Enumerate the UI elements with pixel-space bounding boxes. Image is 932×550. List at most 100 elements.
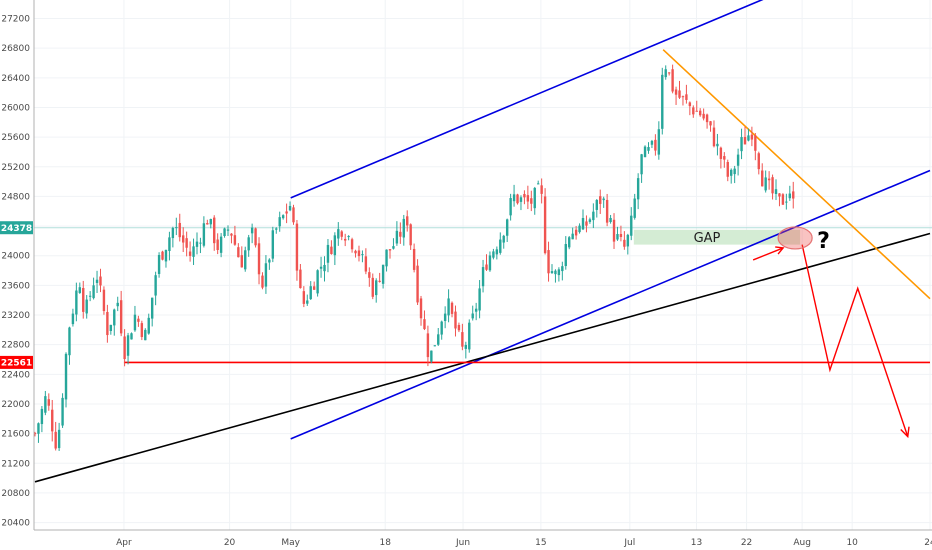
candle-body bbox=[240, 255, 243, 268]
price-badge-label: 24378 bbox=[1, 224, 32, 234]
y-tick-label: 21600 bbox=[1, 430, 30, 440]
candle-body bbox=[747, 135, 750, 141]
candle-body bbox=[550, 271, 554, 273]
candle-body bbox=[554, 270, 557, 275]
candle-body bbox=[523, 193, 526, 198]
candle-body bbox=[209, 219, 212, 225]
candle-body bbox=[371, 277, 374, 297]
candle-body bbox=[502, 235, 505, 243]
candle-body bbox=[161, 251, 164, 260]
candle-body bbox=[568, 237, 571, 248]
candle-body bbox=[195, 241, 199, 247]
candle-body bbox=[343, 238, 347, 241]
candle-body bbox=[757, 153, 760, 170]
question-mark: ? bbox=[817, 229, 830, 254]
candle-body bbox=[288, 205, 292, 211]
candle-body bbox=[547, 250, 550, 274]
candle-body bbox=[57, 429, 61, 449]
candle-body bbox=[137, 318, 140, 322]
candle-body bbox=[350, 239, 354, 250]
candle-body bbox=[464, 344, 468, 349]
candle-body bbox=[702, 113, 705, 119]
candle-body bbox=[564, 244, 567, 267]
candle-body bbox=[792, 191, 795, 199]
x-tick-label: Apr bbox=[116, 538, 132, 548]
candle-body bbox=[495, 249, 499, 255]
candle-body bbox=[99, 276, 102, 286]
candle-body bbox=[330, 246, 333, 255]
candle-body bbox=[168, 237, 171, 252]
candle-body bbox=[150, 297, 154, 319]
y-tick-label: 26800 bbox=[1, 44, 30, 54]
candle-body bbox=[785, 201, 788, 203]
candle-body bbox=[244, 250, 247, 270]
candle-body bbox=[543, 196, 547, 254]
candle-body bbox=[264, 263, 268, 287]
y-tick-label: 27200 bbox=[1, 15, 30, 25]
candle-body bbox=[774, 189, 778, 195]
candle-body bbox=[364, 256, 368, 272]
candle-body bbox=[271, 230, 275, 259]
candle-body bbox=[733, 168, 736, 175]
candle-body bbox=[44, 396, 47, 413]
candle-body bbox=[130, 333, 133, 340]
candle-body bbox=[505, 219, 509, 236]
candle-body bbox=[485, 264, 488, 270]
projection-arrowhead bbox=[900, 426, 910, 439]
candle-body bbox=[340, 231, 343, 237]
y-tick-label: 23200 bbox=[1, 311, 30, 321]
price-badge-label: 22561 bbox=[1, 359, 32, 369]
candle-body bbox=[250, 227, 254, 234]
candle-body bbox=[406, 216, 409, 226]
candle-body bbox=[623, 239, 626, 247]
candle-body bbox=[157, 255, 161, 274]
x-tick-label: 10 bbox=[846, 538, 858, 548]
y-tick-label: 22000 bbox=[1, 400, 30, 410]
y-tick-label: 26000 bbox=[1, 103, 30, 113]
candle-body bbox=[619, 233, 623, 238]
price-badge bbox=[0, 355, 33, 369]
candle-body bbox=[681, 96, 685, 98]
x-tick-label: 15 bbox=[535, 538, 546, 548]
candle-body bbox=[188, 251, 192, 256]
candle-body bbox=[730, 169, 733, 176]
candle-body bbox=[595, 200, 598, 210]
candle-body bbox=[144, 329, 147, 341]
candle-body bbox=[75, 290, 78, 315]
candle-body bbox=[37, 423, 40, 434]
candle-body bbox=[719, 147, 723, 159]
candle-body bbox=[450, 302, 454, 314]
candles-layer bbox=[33, 64, 795, 451]
candle-body bbox=[85, 299, 88, 314]
candle-body bbox=[275, 228, 278, 230]
candle-body bbox=[378, 280, 381, 282]
candle-body bbox=[499, 239, 502, 253]
candle-body bbox=[636, 178, 640, 200]
candle-body bbox=[488, 255, 492, 271]
candle-body bbox=[206, 223, 209, 225]
candle-body bbox=[754, 135, 757, 151]
candle-body bbox=[61, 397, 64, 426]
candle-body bbox=[695, 110, 698, 112]
candle-body bbox=[278, 217, 281, 227]
candle-body bbox=[388, 249, 392, 251]
y-tick-label: 22800 bbox=[1, 341, 30, 351]
x-tick-label: 24 bbox=[924, 538, 932, 548]
candle-body bbox=[616, 234, 619, 240]
pointer-arrowhead bbox=[775, 246, 785, 255]
candle-body bbox=[740, 137, 743, 152]
price-grid bbox=[34, 0, 932, 530]
candle-body bbox=[474, 308, 478, 312]
candle-body bbox=[574, 229, 578, 236]
x-tick-label: 20 bbox=[224, 538, 236, 548]
pointer-arrow bbox=[752, 247, 784, 261]
candle-body bbox=[454, 311, 457, 329]
candle-body bbox=[164, 249, 168, 262]
candle-body bbox=[461, 332, 464, 347]
candle-body bbox=[571, 233, 574, 240]
candle-body bbox=[395, 230, 399, 244]
x-tick-label: May bbox=[281, 538, 300, 548]
candle-body bbox=[437, 334, 440, 345]
candle-body bbox=[109, 324, 113, 331]
candle-body bbox=[478, 288, 481, 311]
